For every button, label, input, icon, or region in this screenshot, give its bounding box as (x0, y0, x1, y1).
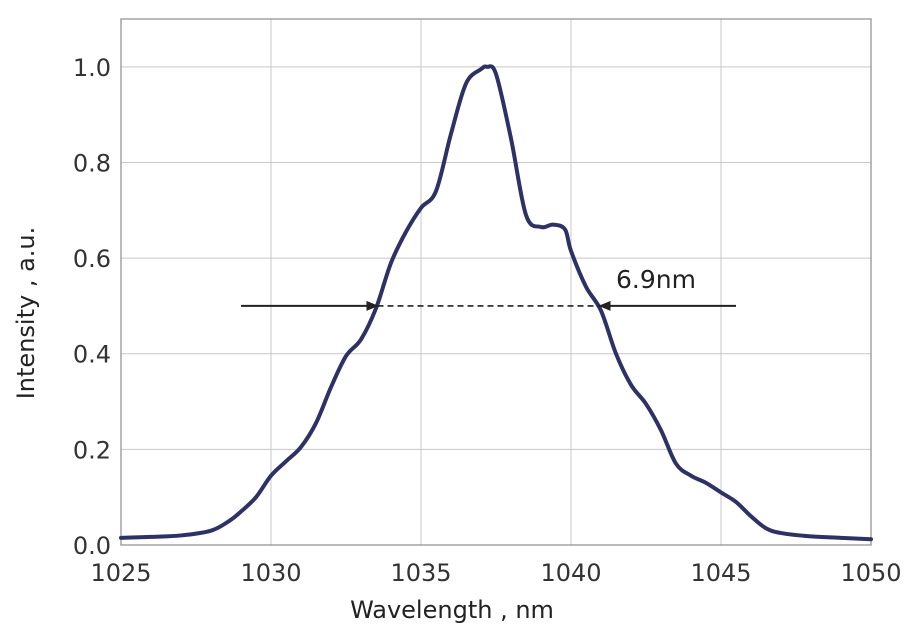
x-tick-label: 1035 (390, 559, 451, 587)
x-tick-label: 1050 (840, 559, 901, 587)
x-tick-label: 1040 (540, 559, 601, 587)
y-tick-label: 1.0 (73, 54, 111, 82)
x-axis-title: Wavelength , nm (350, 596, 554, 624)
y-tick-label: 0.2 (73, 436, 111, 464)
y-axis-title: Intensity , a.u. (12, 227, 40, 400)
fwhm-label: 6.9nm (616, 265, 696, 294)
x-tick-label: 1045 (690, 559, 751, 587)
y-tick-label: 0.6 (73, 245, 111, 273)
spectrum-line (119, 64, 873, 542)
x-tick-labels: 1025 1030 1035 1040 1045 1050 (90, 559, 901, 587)
x-tick-label: 1025 (90, 559, 151, 587)
y-tick-label: 0.8 (73, 149, 111, 177)
grid-lines (120, 19, 872, 546)
y-tick-label: 0.0 (73, 532, 111, 560)
y-tick-labels: 0.0 0.2 0.4 0.6 0.8 1.0 (73, 54, 111, 560)
x-tick-label: 1030 (240, 559, 301, 587)
plot-frame (120, 18, 872, 546)
y-tick-label: 0.4 (73, 341, 111, 369)
